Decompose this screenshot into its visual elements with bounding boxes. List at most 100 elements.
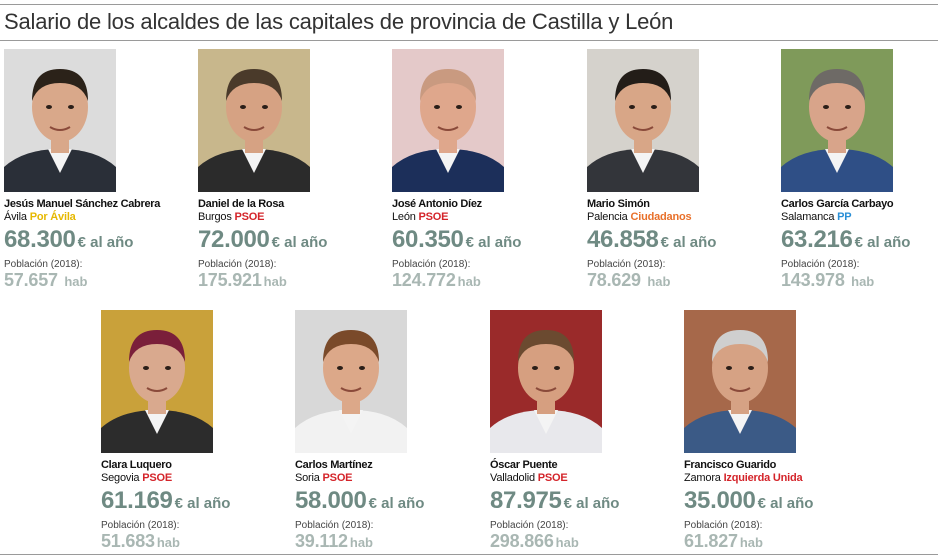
population-label: Población (2018): xyxy=(781,259,860,270)
mayor-salary: 63.216 € al año xyxy=(781,226,910,254)
salary-value: 35.000 xyxy=(684,487,756,514)
mayor-population: 51.683 hab xyxy=(101,531,180,552)
mayor-name: Carlos García Carbayo xyxy=(781,198,894,210)
mayor-city: Burgos xyxy=(198,211,232,223)
mayor-population: 61.827 hab xyxy=(684,531,763,552)
population-unit: hab xyxy=(647,274,671,289)
mayor-photo xyxy=(101,310,213,453)
salary-value: 63.216 xyxy=(781,226,853,253)
mayor-salary: 72.000 € al año xyxy=(198,226,327,254)
mayor-population: 57.657 hab xyxy=(4,270,87,291)
mayor-name: Carlos Martínez xyxy=(295,459,373,471)
salary-unit: € al año xyxy=(271,234,328,251)
population-value: 57.657 xyxy=(4,270,58,290)
mayor-salary: 46.858 € al año xyxy=(587,226,716,254)
salary-unit: € al año xyxy=(368,495,425,512)
salary-unit: € al año xyxy=(77,234,134,251)
mayor-photo xyxy=(4,49,116,192)
mayor-city-party: Zamora Izquierda Unida xyxy=(684,472,803,484)
population-unit: hab xyxy=(349,535,373,550)
population-label: Población (2018): xyxy=(490,520,569,531)
mayor-photo xyxy=(684,310,796,453)
mayor-name: Jesús Manuel Sánchez Cabrera xyxy=(4,198,161,210)
mayor-party: Izquierda Unida xyxy=(723,472,803,484)
mayor-salary: 60.350 € al año xyxy=(392,226,521,254)
mayor-name: Mario Simón xyxy=(587,198,650,210)
mayor-city: León xyxy=(392,211,416,223)
mayor-population: 175.921 hab xyxy=(198,270,287,291)
population-label: Población (2018): xyxy=(392,259,471,270)
mayor-party: PSOE xyxy=(234,211,265,223)
top-rule xyxy=(0,4,938,5)
population-unit: hab xyxy=(263,274,287,289)
mayor-city-party: León PSOE xyxy=(392,211,449,223)
mayor-city-party: Burgos PSOE xyxy=(198,211,264,223)
salary-value: 58.000 xyxy=(295,487,367,514)
mayor-party: PSOE xyxy=(142,472,172,484)
salary-value: 60.350 xyxy=(392,226,464,253)
mayor-photo xyxy=(490,310,602,453)
population-value: 78.629 xyxy=(587,270,641,290)
mayor-photo xyxy=(781,49,893,192)
mayor-city-party: Segovia PSOE xyxy=(101,472,172,484)
bottom-rule xyxy=(0,554,938,555)
mayor-party: Ciudadanos xyxy=(630,211,692,223)
mayor-salary: 87.975 € al año xyxy=(490,487,619,515)
population-unit: hab xyxy=(64,274,88,289)
salary-unit: € al año xyxy=(465,234,522,251)
mayor-party: PSOE xyxy=(537,472,568,484)
mayor-photo xyxy=(198,49,310,192)
population-unit: hab xyxy=(555,535,579,550)
population-unit: hab xyxy=(851,274,875,289)
population-unit: hab xyxy=(457,274,481,289)
population-value: 143.978 xyxy=(781,270,845,290)
population-label: Población (2018): xyxy=(101,520,180,531)
mayor-city: Palencia xyxy=(587,211,628,223)
population-label: Población (2018): xyxy=(587,259,666,270)
salary-value: 46.858 xyxy=(587,226,659,253)
mayor-city: Valladolid xyxy=(490,472,535,484)
population-value: 39.112 xyxy=(295,531,348,551)
mayor-population: 298.866 hab xyxy=(490,531,579,552)
mayor-population: 124.772 hab xyxy=(392,270,481,291)
mayor-party: PSOE xyxy=(418,211,449,223)
mayor-salary: 35.000 € al año xyxy=(684,487,813,515)
mayor-name: Daniel de la Rosa xyxy=(198,198,284,210)
population-label: Población (2018): xyxy=(295,520,374,531)
salary-unit: € al año xyxy=(660,234,717,251)
page-title: Salario de los alcaldes de las capitales… xyxy=(4,9,674,34)
mayor-city-party: Soria PSOE xyxy=(295,472,353,484)
mayor-party: Por Ávila xyxy=(29,211,76,223)
mayor-name: Clara Luquero xyxy=(101,459,172,471)
mayor-city-party: Salamanca PP xyxy=(781,211,852,223)
mayor-population: 39.112 hab xyxy=(295,531,373,552)
mayor-city-party: Palencia Ciudadanos xyxy=(587,211,692,223)
mayor-name: Francisco Guarido xyxy=(684,459,777,471)
mayor-salary: 68.300 € al año xyxy=(4,226,133,254)
mayor-party: PP xyxy=(837,211,852,223)
salary-unit: € al año xyxy=(563,495,620,512)
salary-value: 72.000 xyxy=(198,226,270,253)
mayor-party: PSOE xyxy=(322,472,353,484)
salary-value: 87.975 xyxy=(490,487,562,514)
mayor-photo xyxy=(295,310,407,453)
title-rule xyxy=(0,40,938,41)
population-value: 298.866 xyxy=(490,531,554,551)
population-value: 175.921 xyxy=(198,270,262,290)
mayor-city: Zamora xyxy=(684,472,721,484)
salary-value: 61.169 xyxy=(101,487,173,514)
mayor-name: Óscar Puente xyxy=(490,459,558,471)
mayor-city: Segovia xyxy=(101,472,140,484)
mayor-city-party: Valladolid PSOE xyxy=(490,472,568,484)
mayor-salary: 58.000 € al año xyxy=(295,487,424,515)
mayor-population: 78.629 hab xyxy=(587,270,670,291)
population-unit: hab xyxy=(156,535,180,550)
mayor-photo xyxy=(587,49,699,192)
population-unit: hab xyxy=(739,535,763,550)
mayor-salary: 61.169 € al año xyxy=(101,487,230,515)
mayor-city: Ávila xyxy=(4,211,27,223)
population-label: Población (2018): xyxy=(4,259,83,270)
population-label: Población (2018): xyxy=(198,259,277,270)
mayor-name: José Antonio Díez xyxy=(392,198,482,210)
mayor-population: 143.978 hab xyxy=(781,270,874,291)
